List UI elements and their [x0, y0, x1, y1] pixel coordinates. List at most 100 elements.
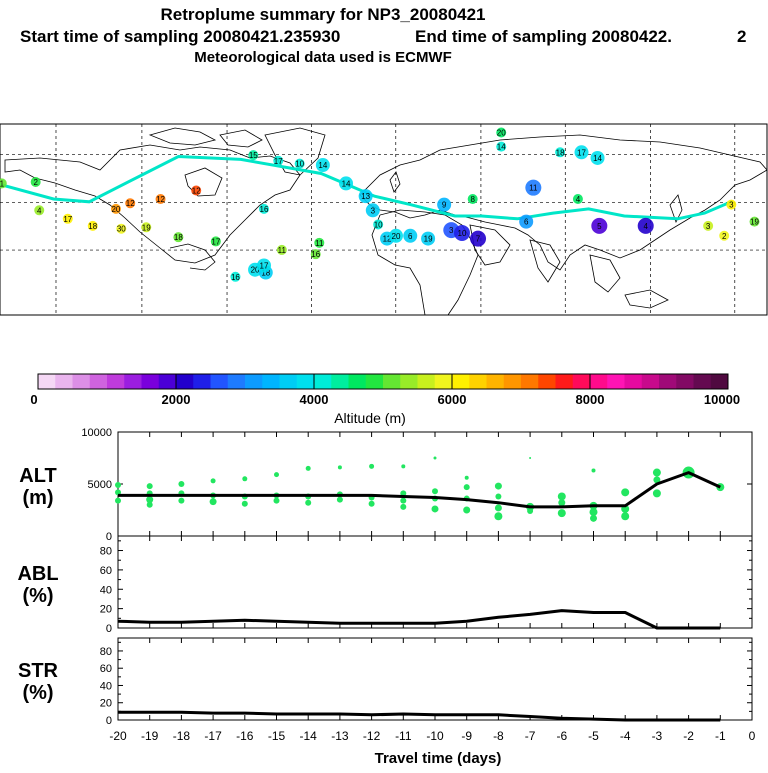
map-label-text: 30	[117, 225, 126, 234]
plume-point	[652, 489, 661, 498]
plume-point	[463, 506, 471, 514]
abl-panel: 0 20 40 60 80 ABL(%)	[17, 535, 753, 635]
y-tick-label: 5000	[88, 479, 112, 491]
map-label-text: 4	[37, 206, 42, 215]
map-label-text: 18	[174, 233, 183, 242]
map-label-text: 3	[371, 206, 376, 215]
colorbar-tick-label: 8000	[576, 392, 605, 407]
coast-africa-west	[371, 214, 426, 316]
map-label: 20	[388, 228, 403, 243]
plume-point	[305, 499, 312, 506]
plume-point	[463, 484, 470, 491]
y-tick-label: 0	[106, 715, 112, 727]
map-label: 1	[0, 178, 7, 188]
colorbar-swatch	[314, 374, 332, 389]
colorbar-swatch	[538, 374, 556, 389]
map-label: 3	[726, 199, 737, 210]
colorbar-tick-label: 2000	[162, 392, 191, 407]
y-tick-label: 60	[100, 663, 112, 675]
y-tick-label: 20	[100, 604, 112, 616]
map-label-marker	[496, 127, 507, 138]
map-label-marker	[365, 203, 380, 218]
colorbar-swatch	[555, 374, 574, 389]
map-label-marker	[719, 230, 730, 241]
map-label: 5	[591, 217, 608, 234]
map-label-text: 1	[0, 179, 5, 188]
map-label-marker	[470, 230, 487, 247]
plume-point	[621, 488, 630, 497]
map-label-text: 9	[442, 201, 447, 210]
plume-point	[368, 500, 375, 507]
map-label-text: 19	[142, 223, 151, 232]
panel-unit: (%)	[22, 682, 53, 704]
panel-frame	[117, 535, 753, 629]
map-label-text: 17	[577, 148, 586, 157]
plume-point	[557, 492, 566, 501]
map-label-marker	[437, 197, 452, 212]
y-tick-label: 0	[106, 623, 112, 635]
colorbar-swatch	[141, 374, 160, 389]
y-tick-label: 60	[100, 565, 112, 577]
map-label: 18	[173, 232, 184, 243]
coast-india	[529, 239, 561, 283]
map-label: 10	[373, 219, 384, 230]
map-label-text: 13	[361, 192, 370, 201]
plume-point	[336, 496, 343, 503]
map-label-text: 3	[729, 201, 734, 210]
map-label: 17	[210, 236, 221, 247]
y-tick-label: 20	[100, 698, 112, 710]
plume-point	[209, 498, 217, 506]
map-label-text: 11	[315, 239, 324, 248]
coast-arctic-islands	[148, 127, 263, 148]
time-series-panels: 0500010000ALT(m)020406080ABL(%)020406080…	[17, 427, 755, 767]
coast-uk	[389, 171, 401, 193]
map-label-text: 6	[408, 232, 413, 241]
map-label-marker	[703, 220, 714, 231]
map-frame	[0, 123, 768, 316]
plume-point	[433, 456, 437, 460]
map-label: 9	[437, 197, 452, 212]
plume-point	[337, 465, 342, 470]
map-label-marker	[388, 228, 403, 243]
map-label: 2	[719, 230, 730, 241]
map-label: 6	[403, 228, 418, 243]
end-time-suffix: 2	[737, 27, 746, 46]
met-data-label: Meteorological data used is ECMWF	[194, 49, 452, 66]
map-label-text: 19	[750, 218, 759, 227]
y-tick-label: 40	[100, 584, 112, 596]
colorbar-swatch	[124, 374, 142, 389]
plume-point	[653, 476, 661, 484]
map-label-text: 12	[383, 235, 392, 244]
x-tick-label: -12	[363, 729, 381, 743]
colorbar-swatch	[693, 374, 712, 389]
colorbar-swatch	[227, 374, 246, 389]
panel-label: ABL	[17, 563, 58, 585]
map-label: 18	[87, 220, 98, 231]
x-tick-label: -15	[268, 729, 286, 743]
x-tick-label: -2	[683, 729, 694, 743]
plume-point	[400, 503, 407, 510]
plume-point	[464, 475, 469, 480]
map-label-marker	[749, 216, 760, 227]
coast-se-asia	[589, 254, 669, 309]
x-tick-label: -1	[715, 729, 726, 743]
map-label-marker	[141, 222, 152, 233]
map-label-marker	[403, 228, 418, 243]
x-tick-label: -13	[331, 729, 349, 743]
map-label-marker	[591, 217, 608, 234]
plume-point	[495, 493, 502, 500]
map-label-marker	[0, 178, 7, 189]
altitude-colorbar: 0 2000 4000 6000 8000 10000 Altitude (m)	[30, 373, 740, 426]
map-label-marker	[496, 141, 507, 152]
map-label-text: 17	[260, 261, 269, 270]
map-label-text: 16	[311, 250, 320, 259]
map-label-text: 6	[524, 218, 529, 227]
panel-unit: (%)	[22, 585, 53, 607]
plume-point	[273, 497, 280, 504]
colorbar-swatch	[641, 374, 660, 389]
plume-path	[0, 154, 733, 221]
map-label-text: 20	[497, 128, 506, 137]
colorbar-swatch	[365, 374, 384, 389]
